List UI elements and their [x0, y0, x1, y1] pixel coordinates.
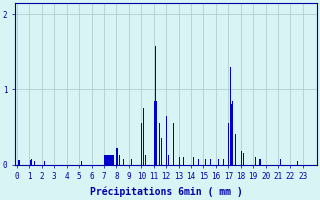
Bar — [145, 155, 146, 165]
Bar — [218, 159, 219, 165]
Bar — [110, 155, 111, 165]
Bar — [123, 159, 124, 165]
Bar — [142, 108, 144, 165]
Bar — [30, 160, 31, 165]
Bar — [232, 101, 233, 165]
Bar — [111, 155, 113, 165]
Bar — [18, 160, 19, 165]
Bar — [108, 155, 109, 165]
Bar — [228, 123, 229, 165]
Bar — [241, 151, 242, 165]
X-axis label: Précipitations 6min ( mm ): Précipitations 6min ( mm ) — [90, 187, 243, 197]
Bar — [109, 155, 110, 165]
Bar — [193, 157, 194, 165]
Bar — [161, 138, 162, 165]
Bar — [210, 159, 212, 165]
Bar — [113, 155, 114, 165]
Bar — [159, 123, 160, 165]
Bar — [183, 157, 184, 165]
Bar — [255, 157, 256, 165]
Bar — [107, 155, 108, 165]
Bar — [154, 101, 155, 165]
Bar — [31, 159, 32, 165]
Bar — [235, 134, 236, 165]
Bar — [166, 116, 167, 165]
Bar — [173, 123, 174, 165]
Bar — [19, 160, 20, 165]
Bar — [104, 155, 105, 165]
Bar — [81, 161, 82, 165]
Bar — [229, 67, 231, 165]
Bar — [280, 159, 281, 165]
Bar — [198, 159, 199, 165]
Bar — [131, 159, 132, 165]
Bar — [179, 157, 180, 165]
Bar — [34, 161, 35, 165]
Bar — [297, 161, 299, 165]
Bar — [156, 101, 157, 165]
Bar — [44, 161, 45, 165]
Bar — [116, 148, 117, 165]
Bar — [243, 153, 244, 165]
Bar — [205, 159, 206, 165]
Bar — [231, 104, 232, 165]
Bar — [141, 123, 142, 165]
Bar — [155, 46, 156, 165]
Bar — [105, 155, 106, 165]
Bar — [223, 159, 224, 165]
Bar — [168, 155, 169, 165]
Bar — [119, 155, 120, 165]
